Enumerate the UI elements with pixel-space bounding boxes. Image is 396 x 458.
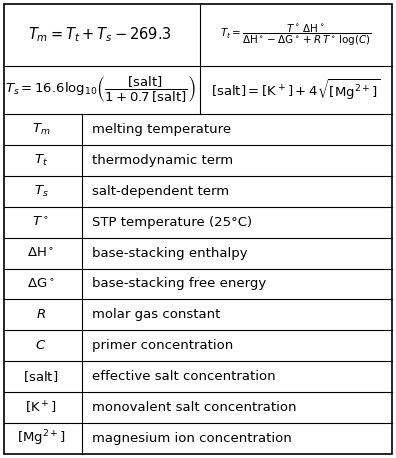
Text: $[\mathrm{salt}] = [\mathrm{K}^+] + 4\sqrt{[\mathrm{Mg}^{2+}]}$: $[\mathrm{salt}] = [\mathrm{K}^+] + 4\sq… [211, 78, 381, 102]
Text: $T_s = 16.6\log_{10}\!\left(\dfrac{[\mathrm{salt}]}{1+0.7\,[\mathrm{salt}]}\righ: $T_s = 16.6\log_{10}\!\left(\dfrac{[\mat… [4, 75, 196, 105]
Text: $C$: $C$ [35, 339, 47, 352]
Text: $T_s$: $T_s$ [34, 184, 48, 199]
Text: $[\mathrm{Mg}^{2+}]$: $[\mathrm{Mg}^{2+}]$ [17, 429, 65, 448]
Text: $[\mathrm{K}^+]$: $[\mathrm{K}^+]$ [25, 399, 57, 416]
Text: $\Delta\mathrm{G}^\circ$: $\Delta\mathrm{G}^\circ$ [27, 278, 55, 290]
Text: $T_m$: $T_m$ [32, 122, 50, 137]
Text: melting temperature: melting temperature [92, 123, 231, 136]
Text: $T^\circ$: $T^\circ$ [32, 216, 50, 229]
Text: STP temperature (25°C): STP temperature (25°C) [92, 216, 252, 229]
Text: $\Delta\mathrm{H}^\circ$: $\Delta\mathrm{H}^\circ$ [27, 246, 55, 260]
Text: $T_m = T_t + T_s - 269.3$: $T_m = T_t + T_s - 269.3$ [28, 26, 172, 44]
Text: effective salt concentration: effective salt concentration [92, 370, 276, 383]
Text: $T_t$: $T_t$ [34, 153, 48, 168]
Text: molar gas constant: molar gas constant [92, 308, 221, 322]
Text: base-stacking free energy: base-stacking free energy [92, 278, 266, 290]
Text: salt-dependent term: salt-dependent term [92, 185, 229, 198]
Text: base-stacking enthalpy: base-stacking enthalpy [92, 246, 248, 260]
Text: thermodynamic term: thermodynamic term [92, 154, 233, 167]
Text: $[\mathrm{salt}]$: $[\mathrm{salt}]$ [23, 369, 59, 384]
Text: monovalent salt concentration: monovalent salt concentration [92, 401, 297, 414]
Text: magnesium ion concentration: magnesium ion concentration [92, 432, 292, 445]
Text: $T_t = \dfrac{T^\circ\, \Delta\mathrm{H}^\circ}{\Delta\mathrm{H}^\circ - \Delta\: $T_t = \dfrac{T^\circ\, \Delta\mathrm{H}… [220, 22, 372, 48]
Text: primer concentration: primer concentration [92, 339, 233, 352]
Text: $R$: $R$ [36, 308, 46, 322]
